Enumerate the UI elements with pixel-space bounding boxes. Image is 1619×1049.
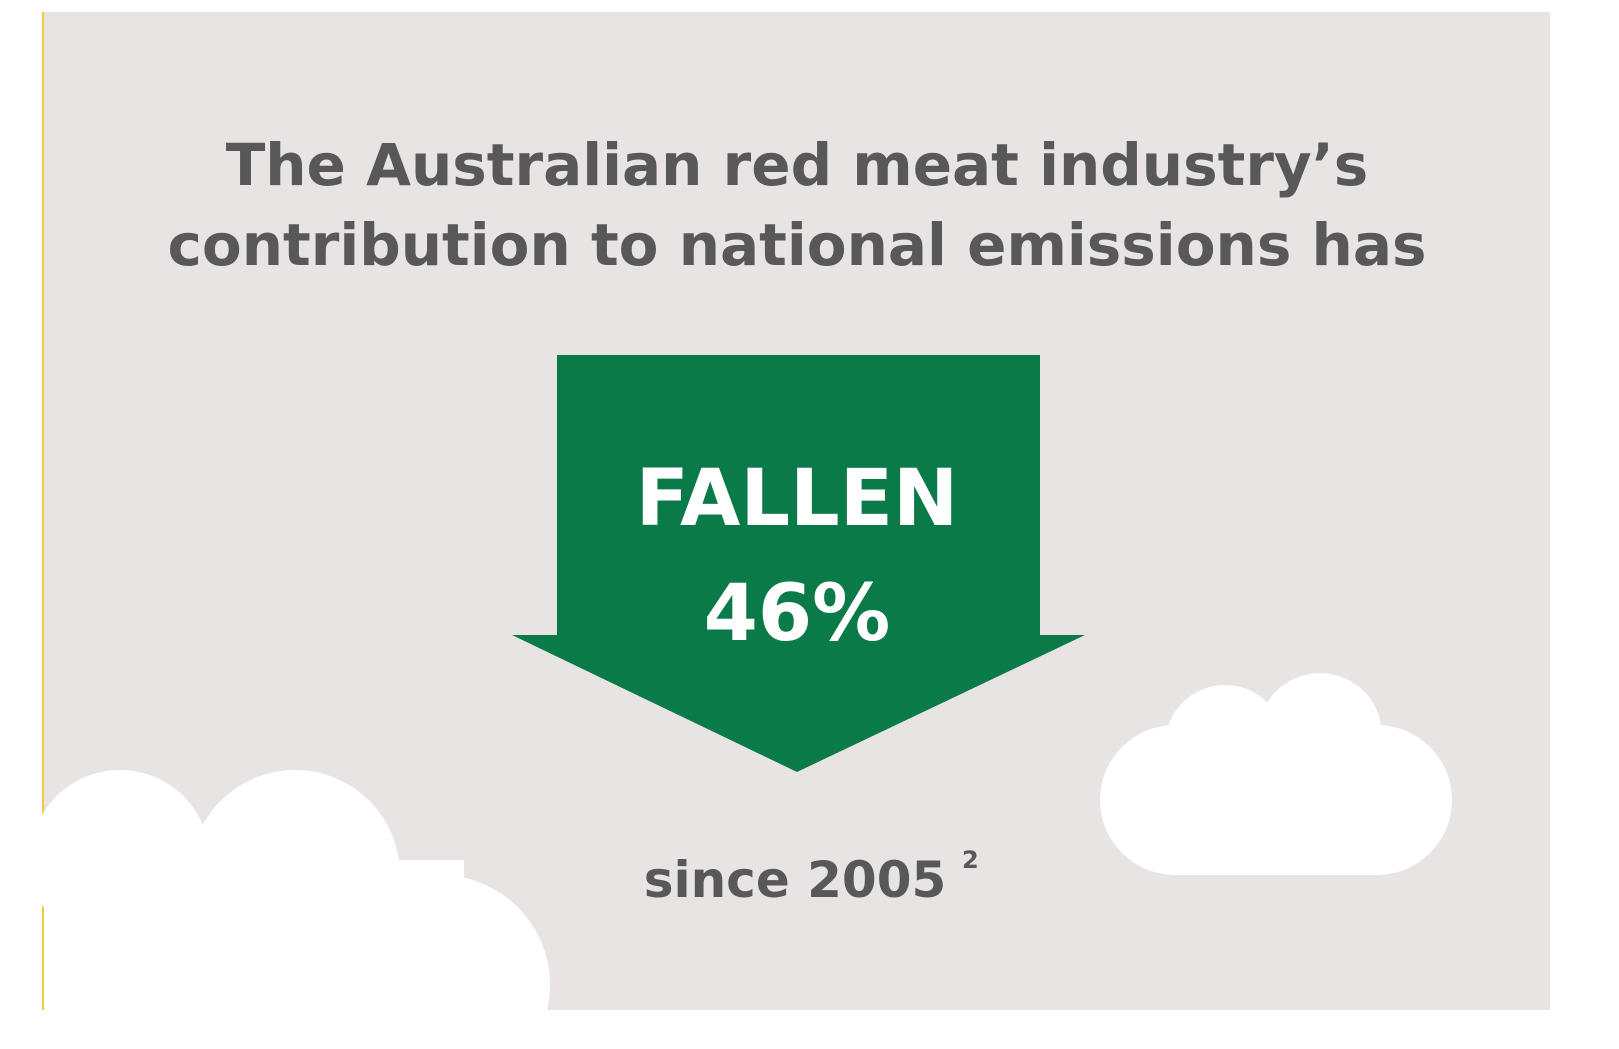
- arrow-value: 46%: [704, 569, 891, 659]
- heading-line: contribution to national emissions has: [167, 211, 1426, 279]
- footer-text: since 2005: [644, 851, 947, 909]
- footnote-marker: 2: [962, 846, 979, 874]
- page: The Australian red meat industry’s contr…: [0, 0, 1619, 1045]
- infographic: The Australian red meat industry’s contr…: [0, 0, 1619, 1045]
- arrow-label: FALLEN: [636, 454, 959, 544]
- heading-line: The Australian red meat industry’s: [226, 131, 1369, 199]
